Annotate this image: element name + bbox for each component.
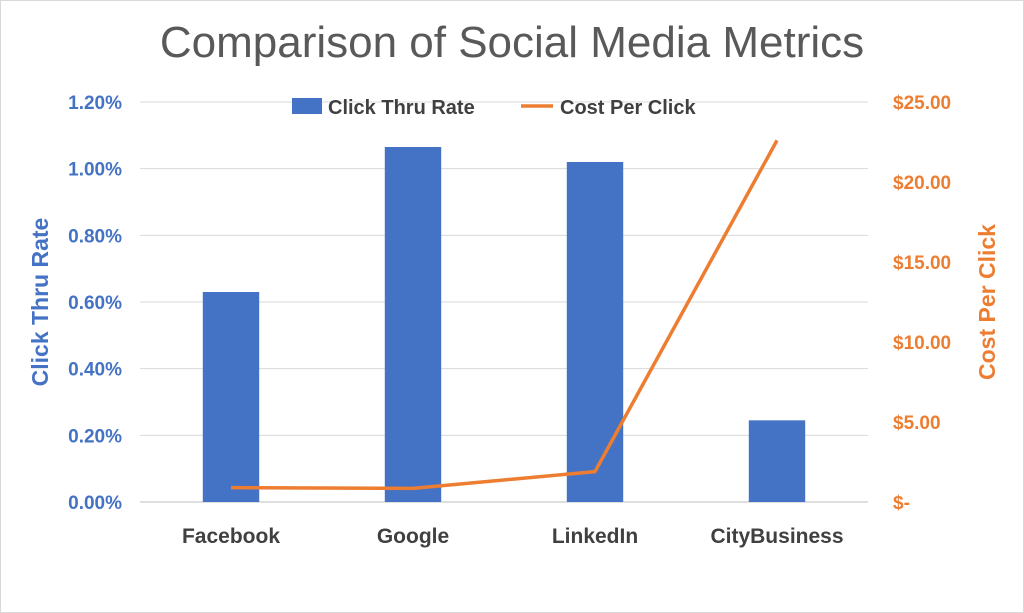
bar xyxy=(384,147,442,502)
y-left-tick-label: 0.40% xyxy=(68,360,122,381)
x-tick-label: Google xyxy=(377,525,449,548)
bar xyxy=(566,162,624,502)
y-left-axis-title: Click Thru Rate xyxy=(27,218,53,387)
chart-title: Comparison of Social Media Metrics xyxy=(159,18,865,67)
cost-per-click-line xyxy=(230,139,779,491)
y-left-tick-label: 1.20% xyxy=(68,93,122,114)
y-left-tick-label: 1.00% xyxy=(68,160,122,181)
bar xyxy=(202,292,260,502)
x-tick-label: CityBusiness xyxy=(710,525,843,548)
legend-label-cost-per-click: Cost Per Click xyxy=(560,97,696,119)
y-right-tick-label: $10.00 xyxy=(893,333,951,354)
y-left-tick-label: 0.00% xyxy=(68,493,122,514)
x-tick-label: LinkedIn xyxy=(552,525,638,548)
bar xyxy=(748,420,806,502)
y-right-axis-title: Cost Per Click xyxy=(974,224,1000,380)
legend-swatch-click-thru-rate xyxy=(292,98,322,114)
y-right-tick-label: $25.00 xyxy=(893,93,951,114)
y-right-tick-label: $15.00 xyxy=(893,253,951,274)
y-right-tick-label: $20.00 xyxy=(893,173,951,194)
x-tick-label: Facebook xyxy=(182,525,280,548)
y-right-tick-label: $5.00 xyxy=(893,413,941,434)
legend-label-click-thru-rate: Click Thru Rate xyxy=(328,97,475,119)
y-left-tick-label: 0.60% xyxy=(68,293,122,314)
y-left-tick-label: 0.80% xyxy=(68,226,122,247)
y-left-tick-label: 0.20% xyxy=(68,426,122,447)
y-right-tick-label: $- xyxy=(893,493,910,514)
